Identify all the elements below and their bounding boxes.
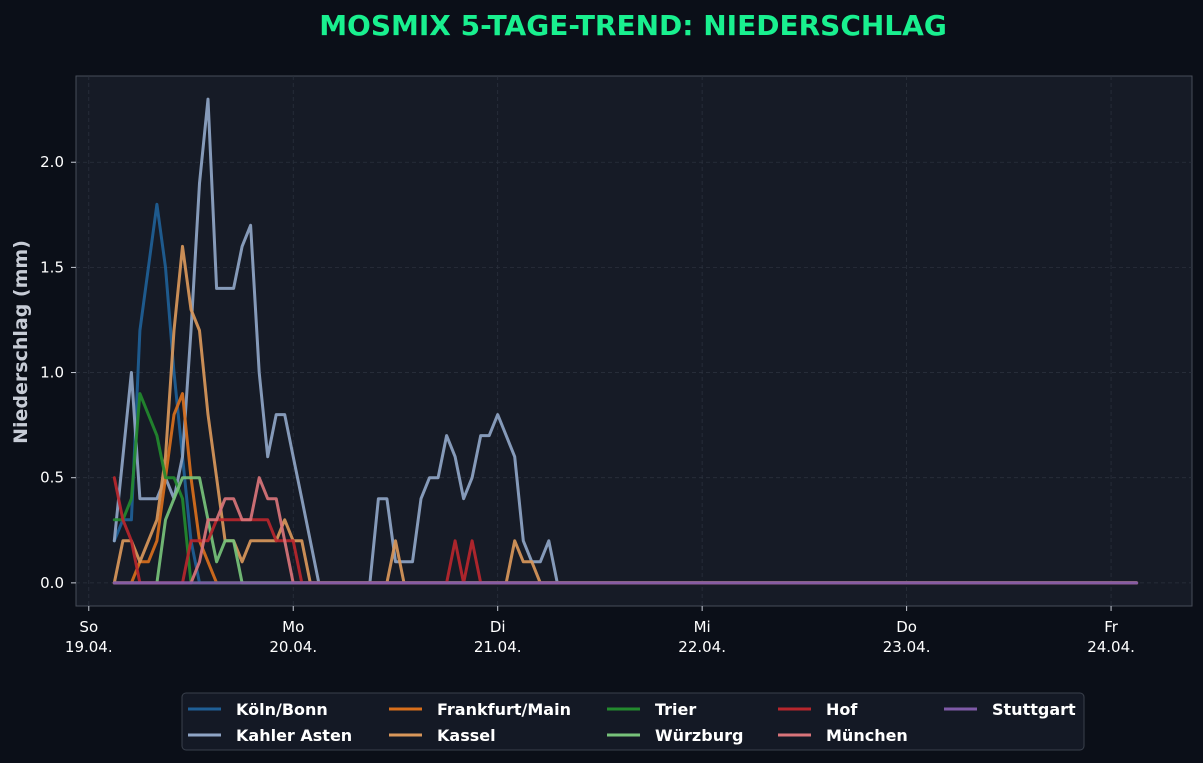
legend-label: Kahler Asten xyxy=(236,726,352,745)
x-tick-date-label: 20.04. xyxy=(269,638,317,656)
x-tick-date-label: 19.04. xyxy=(65,638,113,656)
legend-label: Frankfurt/Main xyxy=(437,700,571,719)
legend-label: Kassel xyxy=(437,726,496,745)
legend-label: München xyxy=(826,726,908,745)
legend-label: Trier xyxy=(655,700,696,719)
plot-area xyxy=(75,75,1193,607)
x-tick-date-label: 24.04. xyxy=(1087,638,1135,656)
legend-label: Stuttgart xyxy=(992,700,1076,719)
x-tick-date-label: 23.04. xyxy=(883,638,931,656)
chart-title: MOSMIX 5-TAGE-TREND: NIEDERSCHLAG xyxy=(319,9,947,42)
x-tick-day-label: Fr xyxy=(1104,618,1119,636)
y-axis-label: Niederschlag (mm) xyxy=(10,240,32,444)
legend-label: Hof xyxy=(826,700,858,719)
x-axis: So 19.04. Mo 20.04. Di 21.04. Mi 22.04. Do 23.04.… xyxy=(65,606,1135,656)
x-tick-day-label: Mo xyxy=(282,618,304,636)
x-tick-day-label: Mi xyxy=(694,618,711,636)
x-tick-date-label: 21.04. xyxy=(474,638,522,656)
x-tick-day-label: So xyxy=(79,618,98,636)
y-tick-label: 2.0 xyxy=(40,153,64,171)
series-lines xyxy=(112,97,1139,585)
y-tick-label: 1.0 xyxy=(40,364,64,382)
x-tick-day-label: Di xyxy=(490,618,506,636)
y-tick-label: 1.5 xyxy=(40,258,64,276)
legend-label: Köln/Bonn xyxy=(236,700,328,719)
legend: Köln/Bonn Kahler Asten Frankfurt/Main Kasse… xyxy=(181,692,1085,751)
y-axis: 0.0 0.5 1.0 1.5 2.0 xyxy=(40,153,76,592)
legend-label: Würzburg xyxy=(655,726,743,745)
x-tick-date-label: 22.04. xyxy=(678,638,726,656)
y-tick-label: 0.5 xyxy=(40,469,64,487)
x-tick-day-label: Do xyxy=(896,618,917,636)
y-tick-label: 0.0 xyxy=(40,574,64,592)
